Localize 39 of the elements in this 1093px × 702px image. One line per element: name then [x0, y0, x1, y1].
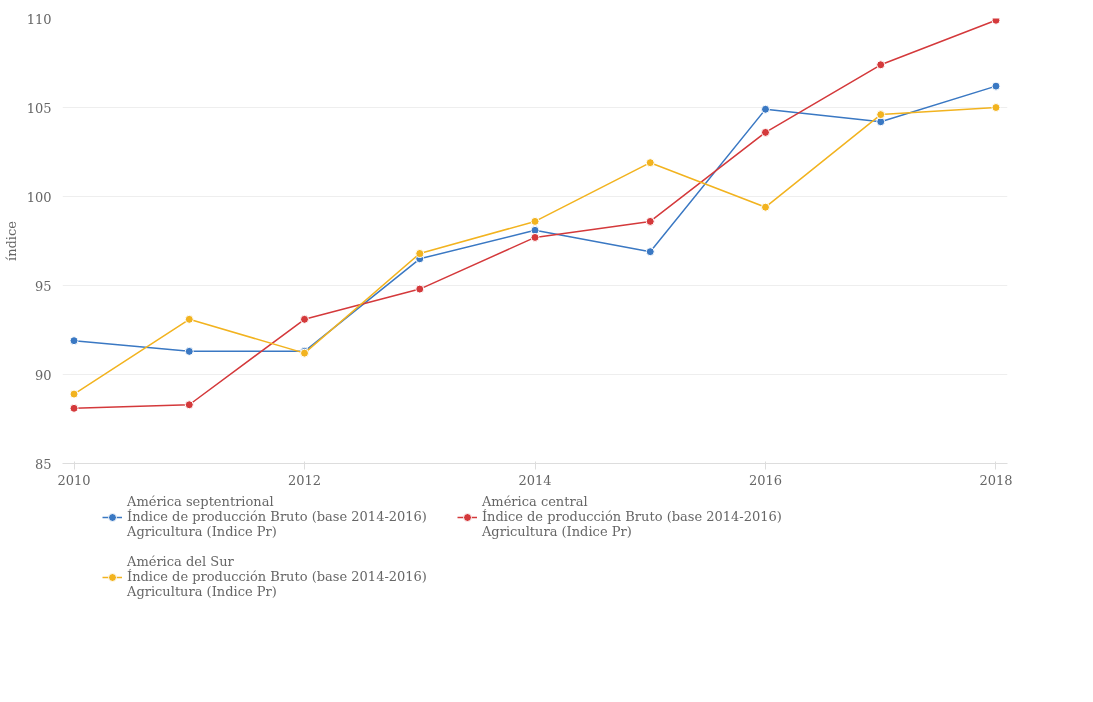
point: [760, 202, 770, 212]
point: [876, 110, 886, 120]
point: [69, 389, 79, 399]
x-tick-label: 2018: [979, 472, 1013, 488]
y-tick-label: 110: [26, 11, 52, 27]
point: [184, 346, 194, 356]
point: [991, 81, 1001, 91]
point: [415, 248, 425, 258]
y-tick-label: 95: [34, 278, 52, 294]
point: [300, 314, 310, 324]
point: [530, 232, 540, 242]
point: [184, 400, 194, 410]
x-tick-label: 2012: [287, 472, 322, 488]
point: [530, 216, 540, 226]
y-tick-label: 90: [34, 367, 52, 383]
legend-label: América septentrional Índice de producción Bruto (base 2014-2016) Agricultura (Indice Pr): [127, 494, 427, 539]
point: [69, 403, 79, 413]
point: [760, 104, 770, 114]
x-tick-label: 2016: [748, 472, 783, 488]
x-tick-label: 2010: [57, 472, 91, 488]
y-tick-label: 85: [34, 456, 52, 472]
point: [876, 60, 886, 70]
point: [876, 117, 886, 127]
point: [530, 225, 540, 235]
point: [991, 18, 1001, 25]
point: [415, 284, 425, 294]
point: [760, 127, 770, 137]
x-tick-label: 2014: [518, 472, 552, 488]
legend-label: América del Sur Índice de producción Bruto (base 2014-2016) Agricultura (Indice Pr): [127, 554, 427, 599]
legend-label: América central Índice de producción Bruto (base 2014-2016) Agricultura (Indice Pr): [481, 494, 782, 539]
y-tick-label: 100: [26, 189, 52, 205]
point: [645, 247, 655, 257]
point: [645, 216, 655, 226]
point: [645, 158, 655, 168]
point: [69, 336, 79, 346]
point: [184, 314, 194, 324]
y-axis-title: índice: [3, 220, 19, 261]
y-tick-label: 105: [26, 100, 52, 116]
point: [991, 103, 1001, 112]
